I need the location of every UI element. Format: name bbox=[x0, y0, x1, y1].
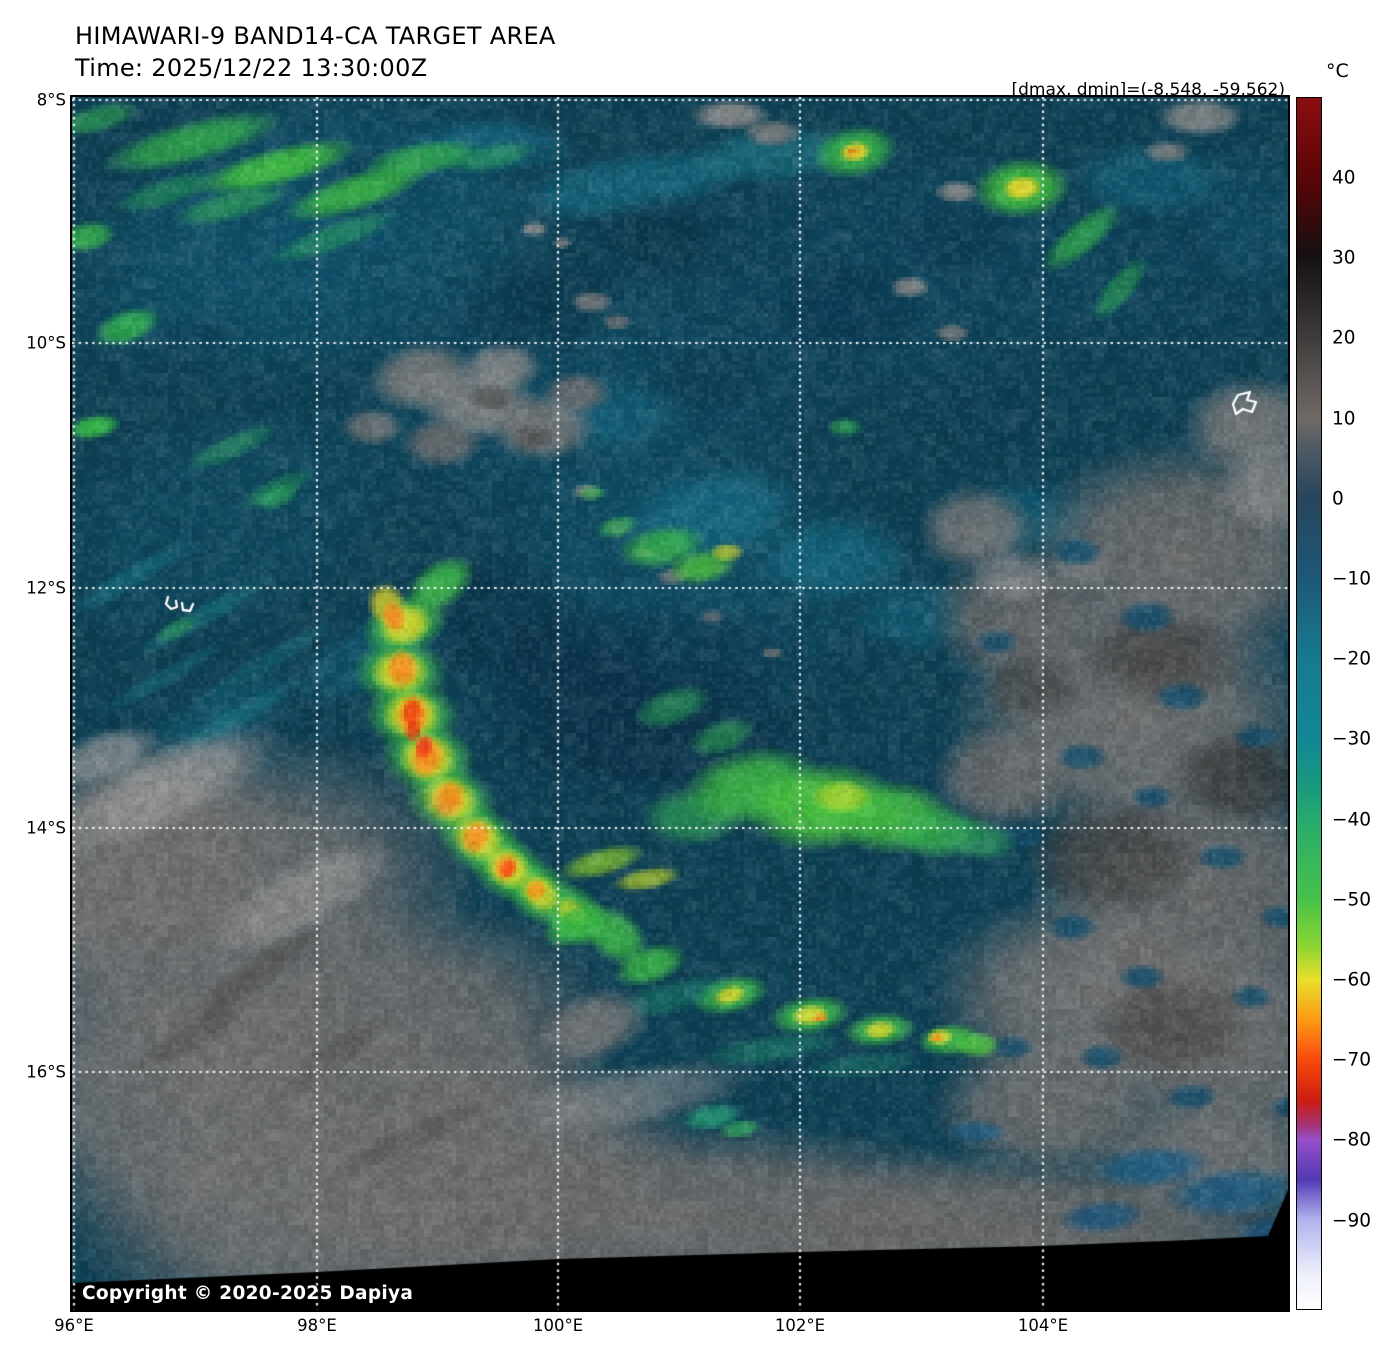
colorbar-tick-label: 10 bbox=[1332, 408, 1356, 430]
colorbar-tick-label: −80 bbox=[1332, 1129, 1372, 1151]
colorbar-unit-label: °C bbox=[1326, 60, 1349, 82]
colorbar-tick-label: −50 bbox=[1332, 889, 1372, 911]
colorbar-tick-label: 30 bbox=[1332, 247, 1356, 269]
colorbar-tick-label: −90 bbox=[1332, 1210, 1372, 1232]
colorbar-tick-label: 40 bbox=[1332, 167, 1356, 189]
colorbar-tick-label: −70 bbox=[1332, 1049, 1372, 1071]
satellite-map-plot bbox=[70, 95, 1290, 1312]
lon-tick-label: 102°E bbox=[774, 1316, 826, 1335]
colorbar-tick-label: −20 bbox=[1332, 648, 1372, 670]
figure-title: HIMAWARI-9 BAND14-CA TARGET AREA bbox=[75, 22, 556, 50]
lon-tick-label: 100°E bbox=[532, 1316, 584, 1335]
satellite-image-canvas bbox=[72, 97, 1288, 1310]
timestamp-label: Time: 2025/12/22 13:30:00Z bbox=[75, 54, 428, 82]
colorbar-tick-label: −30 bbox=[1332, 728, 1372, 750]
colorbar-tick-label: −10 bbox=[1332, 568, 1372, 590]
colorbar bbox=[1296, 97, 1322, 1310]
lon-tick-label: 96°E bbox=[54, 1316, 94, 1335]
lon-tick-label: 98°E bbox=[297, 1316, 337, 1335]
lat-tick-label: 16°S bbox=[26, 1062, 66, 1082]
copyright-label: Copyright © 2020-2025 Dapiya bbox=[82, 1283, 414, 1304]
colorbar-tick-label: −60 bbox=[1332, 969, 1372, 991]
colorbar-tick-label: 20 bbox=[1332, 327, 1356, 349]
lat-tick-label: 8°S bbox=[36, 90, 66, 110]
colorbar-tick-label: −40 bbox=[1332, 809, 1372, 831]
lat-tick-label: 10°S bbox=[26, 333, 66, 353]
lat-tick-label: 12°S bbox=[26, 578, 66, 598]
lat-tick-label: 14°S bbox=[26, 818, 66, 838]
colorbar-tick-label: 0 bbox=[1332, 488, 1344, 510]
lon-tick-label: 104°E bbox=[1017, 1316, 1069, 1335]
